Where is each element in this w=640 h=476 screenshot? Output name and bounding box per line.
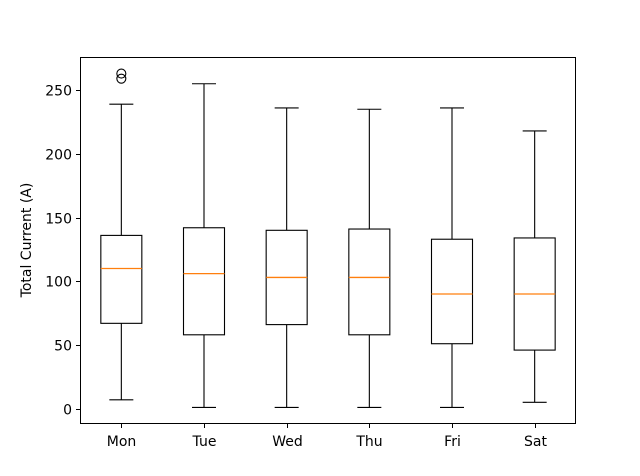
x-tick-label: Mon bbox=[107, 434, 137, 450]
y-tick-label: 0 bbox=[63, 403, 72, 419]
y-tick-label: 50 bbox=[54, 339, 72, 355]
box-fri bbox=[430, 238, 474, 345]
x-tick-label: Fri bbox=[444, 434, 461, 450]
x-tick-label: Wed bbox=[272, 434, 303, 450]
outlier-mon-0 bbox=[116, 73, 127, 84]
y-tick-label: 150 bbox=[45, 212, 72, 228]
x-tick-label: Thu bbox=[355, 434, 382, 450]
box-tue bbox=[182, 227, 226, 336]
x-tick-label: Sat bbox=[524, 434, 547, 450]
x-tick-label: Tue bbox=[192, 434, 217, 450]
outlier-mon-1 bbox=[116, 68, 127, 79]
axes-frame bbox=[80, 57, 576, 424]
box-thu bbox=[348, 228, 391, 336]
box-mon bbox=[100, 234, 143, 324]
y-tick-label: 250 bbox=[45, 84, 72, 100]
y-tick-label: 200 bbox=[45, 148, 72, 164]
y-tick-label: 100 bbox=[45, 275, 72, 291]
